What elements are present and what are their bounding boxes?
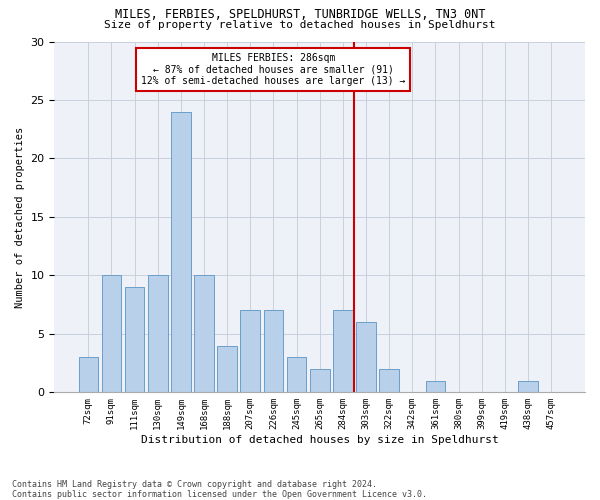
Bar bbox=[194, 276, 214, 392]
Bar bbox=[379, 369, 399, 392]
Text: MILES FERBIES: 286sqm
← 87% of detached houses are smaller (91)
12% of semi-deta: MILES FERBIES: 286sqm ← 87% of detached … bbox=[141, 53, 406, 86]
Bar bbox=[333, 310, 353, 392]
Bar bbox=[310, 369, 329, 392]
Text: Size of property relative to detached houses in Speldhurst: Size of property relative to detached ho… bbox=[104, 20, 496, 30]
Y-axis label: Number of detached properties: Number of detached properties bbox=[15, 126, 25, 308]
Text: MILES, FERBIES, SPELDHURST, TUNBRIDGE WELLS, TN3 0NT: MILES, FERBIES, SPELDHURST, TUNBRIDGE WE… bbox=[115, 8, 485, 20]
Bar bbox=[148, 276, 167, 392]
Bar bbox=[79, 358, 98, 392]
Bar bbox=[125, 287, 145, 393]
X-axis label: Distribution of detached houses by size in Speldhurst: Distribution of detached houses by size … bbox=[141, 435, 499, 445]
Bar bbox=[217, 346, 237, 393]
Bar bbox=[425, 380, 445, 392]
Bar bbox=[287, 358, 307, 392]
Bar bbox=[241, 310, 260, 392]
Bar bbox=[101, 276, 121, 392]
Bar bbox=[518, 380, 538, 392]
Bar bbox=[356, 322, 376, 392]
Text: Contains HM Land Registry data © Crown copyright and database right 2024.
Contai: Contains HM Land Registry data © Crown c… bbox=[12, 480, 427, 499]
Bar bbox=[263, 310, 283, 392]
Bar bbox=[171, 112, 191, 392]
